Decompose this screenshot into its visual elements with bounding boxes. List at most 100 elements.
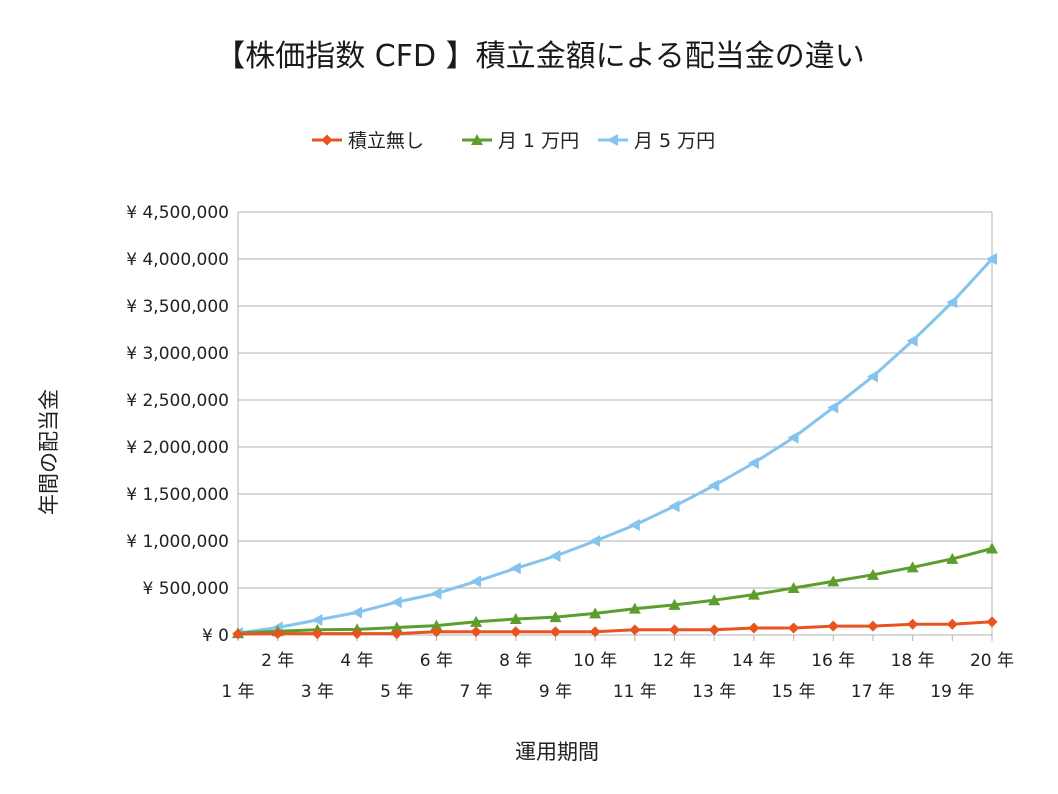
data-point	[787, 431, 799, 444]
series-line	[237, 620, 993, 636]
y-tick-label: ¥ 2,000,000	[126, 438, 229, 458]
y-tick-label: ¥ 4,000,000	[126, 250, 229, 270]
data-point	[669, 624, 681, 636]
data-point	[470, 626, 482, 638]
y-tick-label: ¥ 1,500,000	[126, 485, 229, 505]
series-3	[232, 253, 997, 640]
data-point	[321, 134, 333, 146]
data-point	[430, 587, 442, 600]
data-point	[607, 134, 618, 146]
x-tick-label: 9 年	[539, 682, 572, 702]
x-axis-ticks: 1 年 2 年 3 年 4 年 5 年 6 年 7 年 8 年 9 年10 年 11 年 12 年 1…	[221, 635, 1014, 702]
x-tick-label: 15 年	[772, 682, 816, 702]
data-point	[708, 594, 721, 606]
series-2	[232, 542, 998, 639]
y-tick-label: ¥ 3,500,000	[126, 297, 229, 317]
data-point	[470, 575, 482, 588]
x-tick-label: 6 年	[420, 651, 453, 671]
data-point	[430, 626, 442, 638]
data-point	[708, 624, 720, 636]
data-point	[589, 626, 601, 638]
series-1	[232, 616, 998, 640]
data-point	[430, 619, 443, 631]
data-point	[549, 626, 561, 638]
x-tick-label: 13 年	[692, 682, 736, 702]
legend-item: 月 1 万円	[462, 130, 579, 152]
data-point	[509, 562, 521, 575]
x-tick-label: 17 年	[851, 682, 895, 702]
x-tick-label: 19 年	[930, 682, 974, 702]
x-tick-label: 2 年	[261, 651, 294, 671]
data-point	[946, 618, 958, 630]
x-tick-label: 4 年	[340, 651, 373, 671]
data-point	[866, 568, 879, 580]
data-point	[272, 628, 284, 640]
data-point	[907, 618, 919, 630]
data-point	[391, 628, 403, 640]
data-point	[827, 620, 839, 632]
data-point	[589, 607, 602, 619]
data-point	[509, 613, 522, 625]
data-point	[906, 334, 918, 347]
data-point	[351, 628, 363, 640]
data-point	[668, 500, 680, 513]
legend-label: 月 1 万円	[498, 130, 579, 152]
data-point	[589, 535, 601, 547]
y-tick-label: ¥ 2,500,000	[126, 391, 229, 411]
data-point	[906, 561, 919, 573]
x-tick-label: 10 年	[573, 651, 617, 671]
x-tick-label: 1 年	[221, 682, 254, 702]
data-point	[510, 626, 522, 638]
x-tick-label: 16 年	[811, 651, 855, 671]
data-point	[866, 370, 878, 383]
x-tick-label: 20 年	[970, 651, 1014, 671]
series-line	[237, 547, 993, 635]
data-point	[629, 624, 641, 636]
x-tick-label: 18 年	[891, 651, 935, 671]
data-point	[946, 296, 958, 309]
x-tick-label: 8 年	[499, 651, 532, 671]
data-point	[390, 596, 402, 609]
data-point	[232, 628, 244, 640]
data-point	[986, 542, 998, 554]
data-point	[946, 552, 959, 564]
legend-label: 月 5 万円	[634, 130, 715, 152]
x-tick-label: 3 年	[301, 682, 334, 702]
y-axis-ticks: ¥ 0 ¥ 500,000 ¥ 1,000,000 ¥ 1,500,000 ¥ 2,00…	[126, 203, 229, 646]
y-tick-label: ¥ 4,500,000	[126, 203, 229, 223]
legend-label: 積立無し	[348, 130, 424, 152]
data-point	[351, 606, 363, 619]
x-tick-label: 14 年	[732, 651, 776, 671]
legend: 積立無し 月 1 万円 月 5 万円	[312, 130, 715, 152]
x-axis-title: 運用期間	[515, 740, 599, 764]
data-point	[549, 611, 562, 623]
x-tick-label: 7 年	[459, 682, 492, 702]
series-layer	[232, 253, 998, 640]
data-point	[788, 622, 800, 634]
data-point	[747, 456, 759, 469]
data-point	[787, 582, 800, 593]
data-point	[827, 401, 839, 414]
data-point	[471, 134, 483, 145]
data-point	[549, 550, 561, 563]
data-point	[986, 616, 998, 628]
y-tick-label: ¥ 0	[202, 626, 229, 646]
data-point	[311, 613, 323, 626]
x-tick-label: 11 年	[613, 682, 657, 702]
data-point	[668, 598, 681, 610]
chart-title: 【株価指数 CFD 】積立金額による配当金の違い	[215, 39, 864, 74]
x-tick-label: 5 年	[380, 682, 413, 702]
legend-item: 月 5 万円	[598, 130, 715, 152]
data-point	[628, 519, 640, 532]
legend-item: 積立無し	[312, 130, 424, 152]
y-tick-label: ¥ 500,000	[142, 579, 229, 599]
data-point	[628, 602, 641, 614]
gridlines	[237, 211, 993, 636]
series-line	[237, 257, 994, 635]
data-point	[708, 479, 720, 492]
data-point	[748, 622, 760, 634]
data-point	[986, 253, 997, 265]
data-point	[827, 575, 840, 587]
data-point	[867, 620, 879, 632]
